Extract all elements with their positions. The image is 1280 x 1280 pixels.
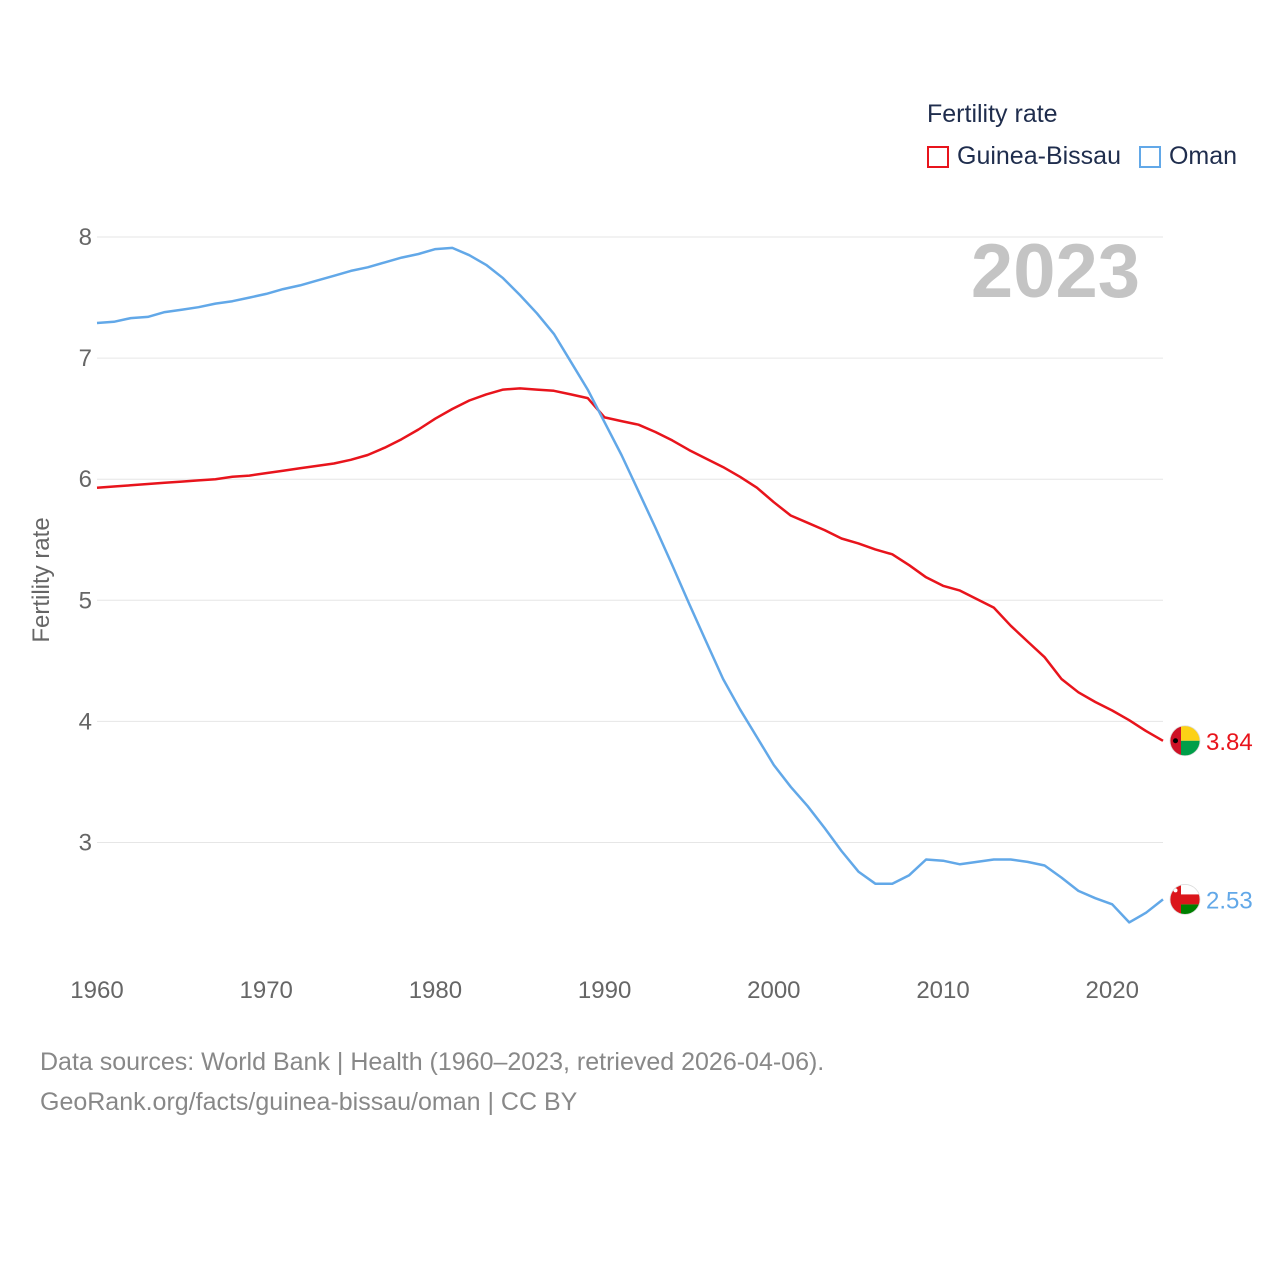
legend-swatch-oman (1138, 145, 1161, 168)
x-tick-label-1990: 1990 (578, 977, 631, 1004)
y-tick-label-8: 8 (79, 224, 92, 251)
y-axis-label: Fertility rate (28, 517, 55, 643)
y-tick-label-7: 7 (79, 345, 92, 372)
legend-item-oman[interactable]: Oman (1138, 142, 1238, 171)
footer-sources: Data sources: World Bank | Health (1960–… (40, 1048, 825, 1076)
series-line-oman (96, 246, 1164, 924)
legend-title: Fertility rate (927, 100, 1058, 128)
legend-label-oman: Oman (1168, 142, 1238, 170)
legend: Guinea-Bissau Oman (927, 142, 1255, 171)
end-value-label-oman: 2.53 (1206, 887, 1253, 914)
x-tick-label-2020: 2020 (1086, 977, 1139, 1004)
legend-item-guinea-bissau[interactable]: Guinea-Bissau (927, 142, 1121, 171)
y-tick-label-6: 6 (79, 466, 92, 493)
end-value-label-guinea-bissau: 3.84 (1206, 729, 1253, 756)
guinea-bissau-flag-icon (1169, 725, 1201, 757)
series-line-guinea-bissau (96, 387, 1164, 742)
y-tick-label-5: 5 (79, 587, 92, 614)
oman-flag-icon (1169, 884, 1201, 915)
legend-label-guinea-bissau: Guinea-Bissau (957, 142, 1121, 170)
year-label: 2023 (970, 229, 1140, 314)
legend-swatch-guinea-bissau (927, 145, 949, 168)
y-tick-label-3: 3 (79, 830, 92, 857)
footer-link[interactable]: GeoRank.org/facts/guinea-bissau/oman | C… (40, 1088, 578, 1116)
x-tick-label-1970: 1970 (240, 977, 293, 1004)
footer: Data sources: World Bank | Health (1960–… (40, 1042, 824, 1122)
x-tick-label-1980: 1980 (409, 977, 462, 1004)
y-tick-label-4: 4 (79, 708, 92, 735)
x-tick-label-1960: 1960 (70, 977, 123, 1004)
x-tick-label-2000: 2000 (747, 977, 800, 1004)
x-tick-label-2010: 2010 (916, 977, 969, 1004)
